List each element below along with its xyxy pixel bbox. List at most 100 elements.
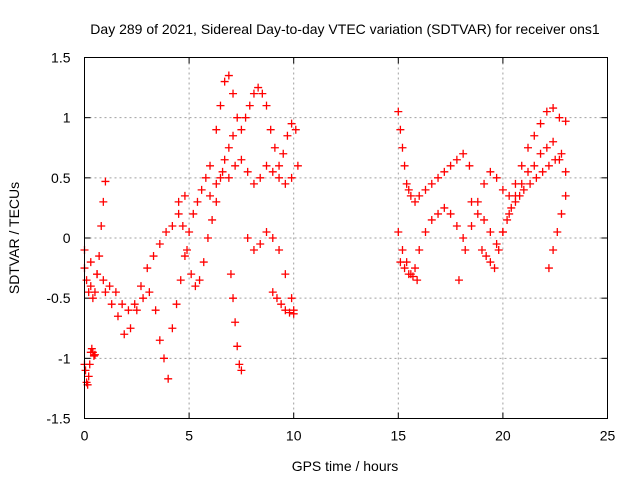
data-point <box>549 104 558 113</box>
data-point <box>400 161 409 170</box>
data-point <box>517 161 526 170</box>
data-point <box>199 258 208 267</box>
data-point <box>434 173 443 182</box>
data-point <box>526 179 535 188</box>
series-sat-j <box>243 227 298 315</box>
data-point <box>237 366 246 375</box>
data-point <box>111 288 120 297</box>
data-point <box>212 179 221 188</box>
data-point <box>243 167 252 176</box>
data-point <box>281 306 290 315</box>
data-point <box>277 300 286 309</box>
data-point <box>268 288 277 297</box>
y-tick-label: 1.5 <box>51 50 71 66</box>
data-point <box>233 113 242 122</box>
data-point <box>275 161 284 170</box>
data-point <box>446 209 455 218</box>
data-point <box>168 221 177 230</box>
data-point <box>86 258 95 267</box>
data-point <box>193 197 202 206</box>
data-point <box>180 191 189 200</box>
series-sat-c <box>80 191 189 315</box>
data-point <box>164 374 173 383</box>
data-point <box>107 300 116 309</box>
data-point <box>155 240 164 249</box>
data-point <box>415 191 424 200</box>
data-point <box>465 161 474 170</box>
data-point <box>183 246 192 255</box>
data-point <box>237 155 246 164</box>
data-point <box>404 185 413 194</box>
series-sat-r <box>544 191 570 273</box>
data-point <box>262 227 271 236</box>
data-point <box>88 294 97 303</box>
data-point <box>208 215 217 224</box>
data-point <box>275 173 284 182</box>
data-point <box>201 173 210 182</box>
data-point <box>249 246 258 255</box>
data-point <box>287 119 296 128</box>
data-point <box>461 246 470 255</box>
data-point <box>229 131 238 140</box>
data-point <box>406 191 415 200</box>
data-point <box>293 161 302 170</box>
data-point <box>492 173 501 182</box>
data-point <box>503 215 512 224</box>
data-point <box>459 149 468 158</box>
data-point <box>256 240 265 249</box>
data-point <box>498 227 507 236</box>
data-point <box>477 246 486 255</box>
data-point <box>97 221 106 230</box>
data-point <box>402 179 411 188</box>
data-point <box>118 300 127 309</box>
data-point <box>427 215 436 224</box>
y-tick-label: 0.5 <box>51 170 71 186</box>
data-point <box>99 276 108 285</box>
data-point <box>490 264 499 273</box>
data-point <box>287 294 296 303</box>
series-sat-m <box>394 203 468 279</box>
data-point <box>396 125 405 134</box>
data-point <box>249 89 258 98</box>
data-point <box>172 300 181 309</box>
data-point <box>515 191 524 200</box>
data-point <box>561 117 570 126</box>
data-point <box>532 173 541 182</box>
data-point <box>413 276 422 285</box>
data-point <box>224 143 233 152</box>
data-point <box>143 264 152 273</box>
data-point <box>411 264 420 273</box>
data-point <box>220 77 229 86</box>
plot-frame <box>84 57 608 419</box>
series-sat-q <box>477 149 566 273</box>
data-point <box>206 191 215 200</box>
data-point <box>544 264 553 273</box>
data-point <box>241 113 250 122</box>
data-point <box>517 179 526 188</box>
y-tick-label: 0 <box>63 230 71 246</box>
data-point <box>203 234 212 242</box>
data-point <box>235 360 244 369</box>
data-point <box>180 252 189 261</box>
data-point <box>101 177 110 186</box>
data-point <box>126 324 135 333</box>
series-sat-h <box>206 155 302 200</box>
data-point <box>224 71 233 80</box>
series-sat-n <box>396 258 422 285</box>
data-point <box>268 234 277 242</box>
data-point <box>281 270 290 279</box>
data-point <box>536 149 545 158</box>
data-point <box>149 252 158 261</box>
data-point <box>283 131 292 140</box>
data-point <box>155 336 164 345</box>
data-point <box>398 246 407 255</box>
data-point <box>494 246 503 255</box>
series-sat-l <box>394 107 474 206</box>
y-tick-label: 1 <box>63 110 71 126</box>
data-point <box>256 173 265 182</box>
data-point <box>536 119 545 128</box>
data-point <box>452 155 461 164</box>
data-point <box>266 125 275 134</box>
data-point <box>505 209 514 218</box>
